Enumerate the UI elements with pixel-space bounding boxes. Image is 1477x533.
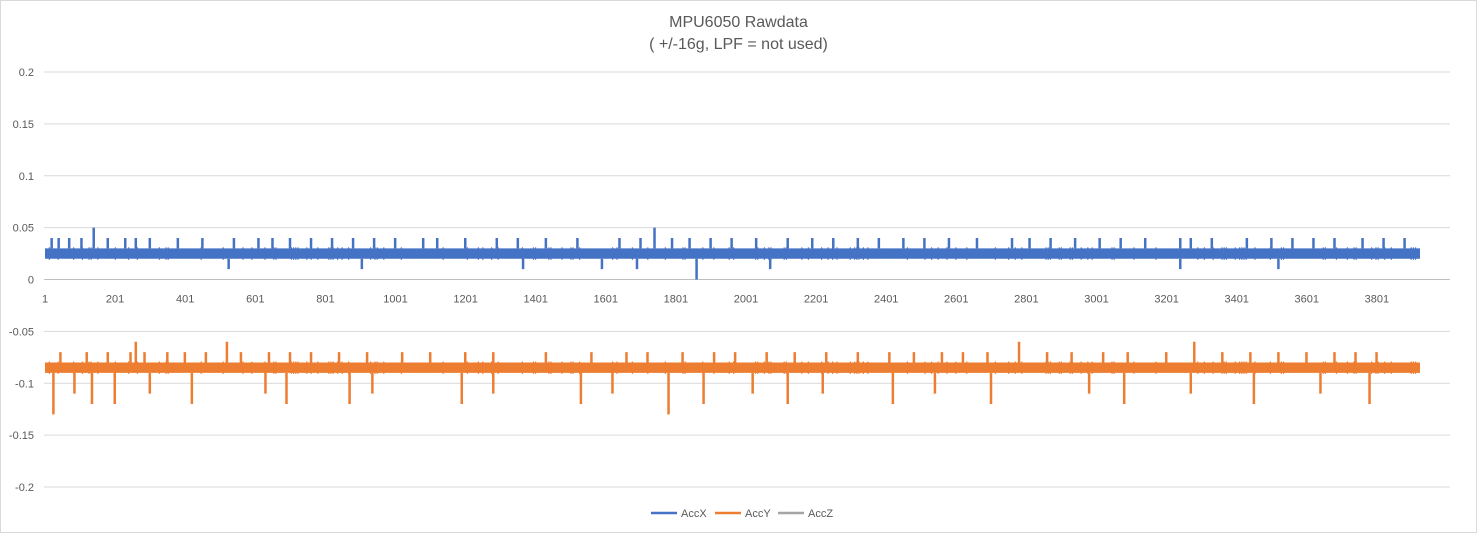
x-tick-label: 1601 — [594, 294, 618, 306]
x-tick-label: 401 — [176, 294, 194, 306]
series-accy — [45, 341, 1421, 415]
x-tick-label: 3801 — [1365, 294, 1389, 306]
chart-title: MPU6050 Rawdata — [669, 14, 808, 31]
y-tick-label: -0.05 — [9, 326, 34, 338]
x-tick-label: 3001 — [1084, 294, 1108, 306]
y-tick-label: 0.05 — [13, 223, 34, 235]
x-tick-label: 2801 — [1014, 294, 1038, 306]
x-tick-label: 2601 — [944, 294, 968, 306]
y-tick-label: 0.15 — [13, 119, 34, 131]
series-band — [45, 362, 1421, 373]
legend-label-accx: AccX — [681, 508, 707, 520]
x-tick-label: 1201 — [453, 294, 477, 306]
legend-label-accy: AccY — [745, 508, 771, 520]
x-tick-label: 3201 — [1154, 294, 1178, 306]
y-tick-label: -0.2 — [15, 482, 34, 494]
series-band — [45, 248, 1421, 259]
y-axis-ticks: 0.2 0.15 0.1 0.05 0 -0.05 -0.1 -0.15 -0.2 — [9, 67, 34, 494]
series-noise — [48, 247, 1417, 260]
y-tick-label: -0.1 — [15, 378, 34, 390]
y-tick-label: 0.2 — [19, 67, 34, 79]
legend: AccX AccY AccZ — [651, 508, 833, 520]
x-tick-label: 1001 — [383, 294, 407, 306]
x-tick-label: 3401 — [1224, 294, 1248, 306]
x-tick-label: 2001 — [734, 294, 758, 306]
series-noise — [48, 361, 1417, 374]
x-axis-ticks: 1 201 401 601 801 1001 1201 1401 1601 1801 2001 220… — [42, 294, 1389, 306]
x-tick-label: 801 — [316, 294, 334, 306]
series-accx — [45, 227, 1421, 280]
chart-title-block: MPU6050 Rawdata ( +/-16g, LPF = not used… — [0, 12, 1477, 56]
legend-label-accz: AccZ — [808, 508, 833, 520]
x-tick-label: 1801 — [664, 294, 688, 306]
x-tick-label: 201 — [106, 294, 124, 306]
x-tick-label: 3601 — [1295, 294, 1319, 306]
y-tick-label: 0 — [28, 275, 34, 287]
chart-subtitle: ( +/-16g, LPF = not used) — [649, 36, 828, 53]
x-tick-label: 2201 — [804, 294, 828, 306]
gridlines — [44, 71, 1450, 488]
x-tick-label: 601 — [246, 294, 264, 306]
y-tick-label: -0.15 — [9, 430, 34, 442]
x-tick-label: 1401 — [523, 294, 547, 306]
x-tick-label: 2401 — [874, 294, 898, 306]
x-tick-label: 1 — [42, 294, 48, 306]
y-tick-label: 0.1 — [19, 171, 34, 183]
